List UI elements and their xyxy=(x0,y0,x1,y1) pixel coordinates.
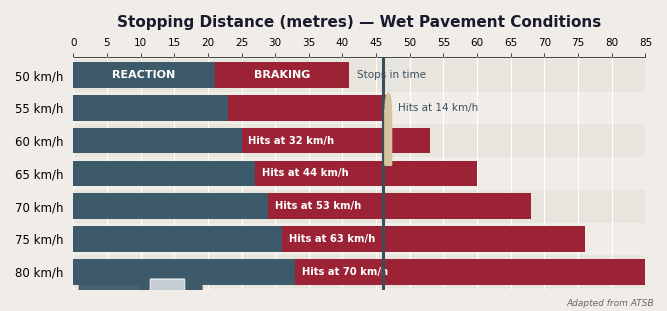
Text: REACTION: REACTION xyxy=(112,70,175,80)
Bar xyxy=(241,128,430,153)
FancyBboxPatch shape xyxy=(140,272,201,305)
Bar xyxy=(73,223,646,255)
Bar xyxy=(73,259,295,285)
Bar xyxy=(73,157,646,190)
Bar xyxy=(73,255,646,288)
Bar xyxy=(295,259,646,285)
Bar xyxy=(73,193,268,219)
Bar xyxy=(228,95,390,121)
Text: Hits at 32 km/h: Hits at 32 km/h xyxy=(248,136,334,146)
Circle shape xyxy=(165,308,171,311)
Text: Stops in time: Stops in time xyxy=(358,70,426,80)
Bar xyxy=(255,161,477,186)
Bar xyxy=(73,190,646,223)
Title: Stopping Distance (metres) — Wet Pavement Conditions: Stopping Distance (metres) — Wet Pavemen… xyxy=(117,15,602,30)
Text: Hits at 53 km/h: Hits at 53 km/h xyxy=(275,201,362,211)
Text: Adapted from ATSB: Adapted from ATSB xyxy=(566,299,654,308)
FancyBboxPatch shape xyxy=(79,285,202,311)
Bar xyxy=(73,91,646,124)
Text: Hits at 44 km/h: Hits at 44 km/h xyxy=(261,169,348,179)
Bar xyxy=(215,63,350,88)
Bar xyxy=(268,193,531,219)
Bar xyxy=(73,161,255,186)
Circle shape xyxy=(386,93,392,123)
Bar xyxy=(282,226,585,252)
Circle shape xyxy=(101,308,107,311)
FancyBboxPatch shape xyxy=(150,279,185,304)
FancyBboxPatch shape xyxy=(385,109,392,165)
Bar xyxy=(73,63,215,88)
Text: BRAKING: BRAKING xyxy=(253,70,310,80)
Text: Hits at 14 km/h: Hits at 14 km/h xyxy=(398,103,478,113)
Bar xyxy=(73,124,646,157)
Bar xyxy=(73,226,282,252)
Text: Hits at 63 km/h: Hits at 63 km/h xyxy=(289,234,375,244)
Bar xyxy=(73,59,646,91)
Bar xyxy=(73,95,228,121)
Bar xyxy=(73,128,241,153)
Text: Hits at 70 km/h: Hits at 70 km/h xyxy=(302,267,388,277)
